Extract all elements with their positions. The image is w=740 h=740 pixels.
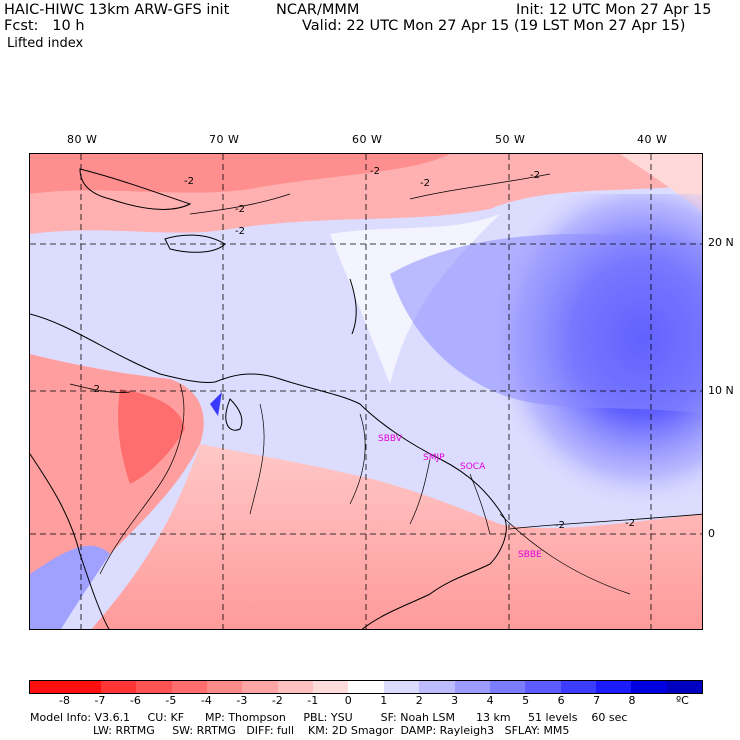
contour-minus2 — [69, 173, 702, 530]
colorbar-tick-label: -7 — [94, 694, 106, 707]
colorbar-swatch — [383, 681, 420, 693]
borders — [99, 383, 631, 595]
colorbar-swatch — [596, 681, 632, 693]
colorbar-tick-label: 5 — [522, 694, 530, 707]
colorbar-tick-label: -1 — [307, 694, 319, 707]
colorbar-swatch — [560, 681, 596, 693]
forecast-hour: Fcst: 10 h — [4, 18, 85, 34]
colorbar-swatch — [65, 681, 101, 693]
contour-label: -2 — [555, 520, 565, 531]
lake-maracaibo-spot — [210, 392, 222, 416]
colorbar — [29, 680, 703, 694]
org-label: NCAR/MMM — [276, 2, 360, 18]
colorbar-swatch — [348, 681, 384, 693]
contour-label: -2 — [530, 170, 540, 181]
colorbar-tick-label: 2 — [415, 694, 423, 707]
south-america-unstable — [91, 444, 702, 629]
colorbar-tick-label: -4 — [200, 694, 212, 707]
lifted-index-field: -2 -2 -2 -2 -2 -2 -2 -2 -2 SBBV SMJP SOC… — [30, 154, 702, 629]
lat-label-20n: 20 N — [708, 236, 734, 249]
colorbar-swatch — [136, 681, 172, 693]
colorbar-swatch — [454, 681, 490, 693]
contour-label: -2 — [235, 204, 245, 215]
andes-core — [118, 389, 185, 484]
contour-label: -2 — [420, 178, 430, 189]
colorbar-swatch — [30, 681, 66, 693]
colorbar-tick-label: 8 — [628, 694, 636, 707]
colorbar-swatch — [489, 681, 526, 693]
colorbar-swatch — [206, 681, 243, 693]
colorbar-swatch — [525, 681, 561, 693]
ne-band — [620, 154, 702, 213]
lon-label-80w: 80 W — [67, 133, 98, 146]
coastlines — [30, 168, 507, 629]
colorbar-swatch — [171, 681, 207, 693]
colorbar-swatch — [277, 681, 313, 693]
north-core — [30, 154, 450, 194]
lon-label-50w: 50 W — [495, 133, 526, 146]
colorbar-tick-label: 7 — [593, 694, 601, 707]
station-sbbe: SBBE — [518, 550, 542, 560]
colorbar-tick-label: 0 — [344, 694, 352, 707]
colorbar-tick-label: -8 — [58, 694, 70, 707]
colorbar-swatch — [313, 681, 349, 693]
init-time: Init: 12 UTC Mon 27 Apr 15 — [516, 2, 712, 18]
colorbar-swatch — [242, 681, 278, 693]
colorbar-tick-label: 4 — [486, 694, 494, 707]
model-info-line1: Model Info: V3.6.1 CU: KF MP: Thompson P… — [30, 711, 628, 724]
field-name: Lifted index — [7, 36, 84, 51]
model-title: HAIC-HIWC 13km ARW-GFS init — [4, 2, 230, 18]
pacific-stable — [30, 545, 110, 629]
colorbar-tick-label: -2 — [271, 694, 283, 707]
east-stable-core — [390, 234, 702, 414]
colorbar-swatch — [100, 681, 137, 693]
lon-label-60w: 60 W — [352, 133, 383, 146]
map-panel: -2 -2 -2 -2 -2 -2 -2 -2 -2 SBBV SMJP SOC… — [29, 153, 703, 630]
colorbar-tick-label: -6 — [129, 694, 141, 707]
contour-label: -2 — [184, 176, 194, 187]
lat-label-0: 0 — [708, 527, 715, 540]
colorbar-swatch — [631, 681, 667, 693]
lat-label-10n: 10 N — [708, 384, 734, 397]
contour-label: -2 — [235, 226, 245, 237]
colorbar-tick-label: 1 — [380, 694, 388, 707]
graticule — [30, 154, 702, 629]
lon-label-40w: 40 W — [637, 133, 668, 146]
valid-time: Valid: 22 UTC Mon 27 Apr 15 (19 LST Mon … — [302, 18, 686, 34]
station-smjp: SMJP — [423, 453, 445, 463]
colorbar-tick-label: -5 — [165, 694, 177, 707]
colorbar-tick-label: -3 — [236, 694, 248, 707]
contour-label: -2 — [625, 518, 635, 529]
lon-label-70w: 70 W — [209, 133, 240, 146]
contour-label: -2 — [370, 166, 380, 177]
station-sbbv: SBBV — [378, 434, 403, 444]
colorbar-swatch — [666, 681, 703, 693]
colorbar-tick-label: 6 — [557, 694, 565, 707]
station-soca: SOCA — [460, 462, 486, 472]
contour-label: -2 — [90, 384, 100, 395]
colorbar-tick-label: 3 — [451, 694, 459, 707]
model-info-line2: LW: RRTMG SW: RRTMG DIFF: full KM: 2D Sm… — [30, 724, 570, 737]
colorbar-unit: ºC — [676, 694, 689, 707]
colorbar-swatch — [419, 681, 455, 693]
